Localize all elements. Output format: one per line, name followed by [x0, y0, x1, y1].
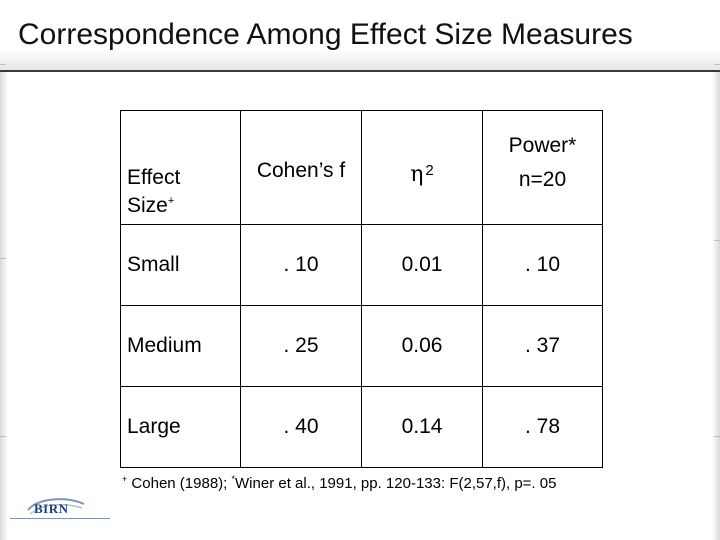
frame-tick — [0, 258, 6, 259]
header-effect-size: Effect Size+ — [120, 110, 241, 225]
footnote-text-cohen: Cohen (1988); — [127, 475, 232, 492]
row-label: Medium — [120, 305, 241, 387]
logo-text: BIRN — [34, 501, 69, 516]
slide-frame-right — [712, 0, 720, 540]
frame-tick — [714, 240, 720, 241]
table-row: Medium . 25 0.06 . 37 — [120, 305, 603, 387]
header-effect-size-line1: Effect — [127, 166, 181, 189]
slide-frame-left — [0, 0, 8, 540]
cell-eta-squared: 0.14 — [361, 386, 483, 468]
footnote-mark-star: * — [231, 474, 236, 484]
header-effect-size-line2: Size — [127, 194, 168, 217]
footnote-mark-plus: + — [122, 474, 128, 484]
row-label: Large — [120, 386, 241, 468]
frame-tick — [0, 436, 6, 437]
eta-symbol: η — [410, 162, 424, 187]
logo-swoosh-icon — [27, 498, 85, 515]
cell-power: . 37 — [482, 305, 603, 387]
frame-tick — [0, 64, 6, 65]
birn-logo: BIRN — [10, 496, 114, 532]
header-power-line1: Power* — [508, 133, 577, 157]
header-power: Power* n=20 — [482, 110, 603, 225]
footnote-text-winer: Winer et al., 1991, pp. 120-133: F(2,57,… — [235, 475, 557, 492]
table-row: Small . 10 0.01 . 10 — [120, 224, 603, 306]
header-effect-size-mark: + — [167, 195, 175, 207]
row-label: Small — [120, 224, 241, 306]
footnote: + Cohen (1988); *Winer et al., 1991, pp.… — [122, 474, 556, 492]
frame-tick — [714, 436, 720, 437]
cell-cohens-f: . 25 — [240, 305, 362, 387]
cell-power: . 10 — [482, 224, 603, 306]
header-power-line2: n=20 — [518, 167, 567, 191]
cell-eta-squared: 0.06 — [361, 305, 483, 387]
cell-eta-squared: 0.01 — [361, 224, 483, 306]
cell-cohens-f: . 40 — [240, 386, 362, 468]
table-row: Large . 40 0.14 . 78 — [120, 386, 603, 468]
eta-exponent: 2 — [425, 162, 434, 179]
cell-power: . 78 — [482, 386, 603, 468]
slide-title: Correspondence Among Effect Size Measure… — [18, 18, 633, 51]
header-cohens-f: Cohen’s f — [240, 110, 362, 225]
logo-underline — [10, 518, 110, 523]
frame-tick — [714, 64, 720, 65]
cell-cohens-f: . 10 — [240, 224, 362, 306]
title-bar: Correspondence Among Effect Size Measure… — [0, 0, 720, 72]
